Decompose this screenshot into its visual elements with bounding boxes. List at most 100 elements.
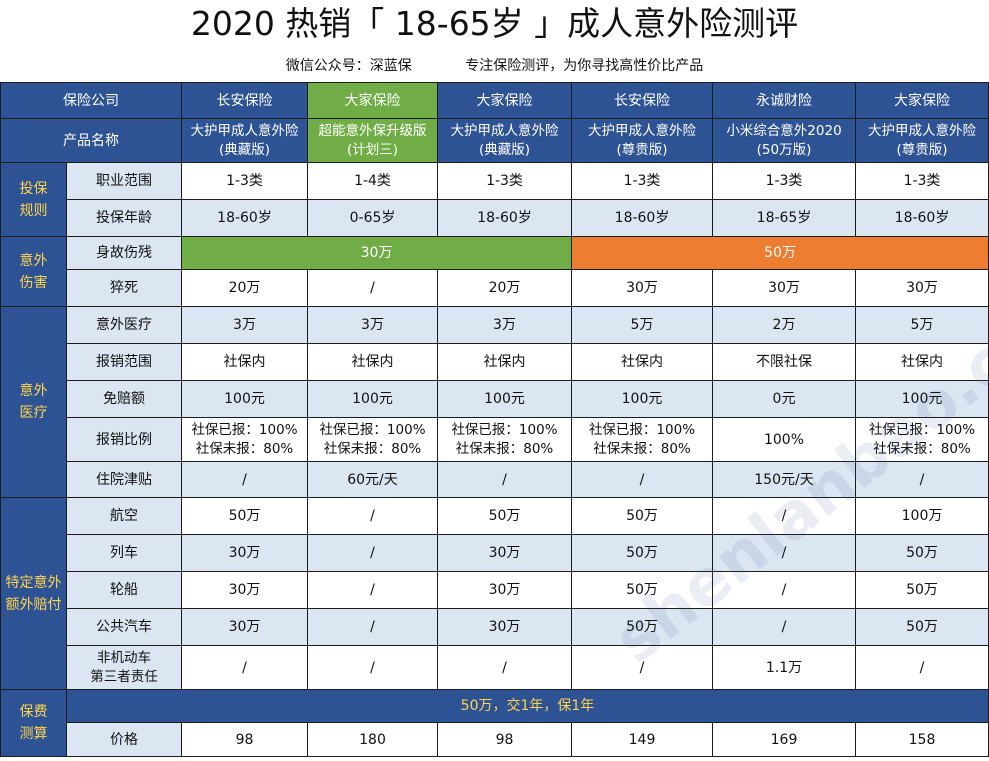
value-cell: 100元: [855, 380, 989, 418]
value-cell: 60元/天: [307, 461, 438, 498]
page-title: 2020 热销「 18-65岁 」成人意外险测评: [190, 4, 799, 43]
table-row: 意外 医疗 意外医疗 3万 3万 3万 5万 2万 5万: [0, 306, 989, 498]
value-cell: 5万: [571, 306, 713, 344]
table-row: 列车 30万 / 30万 50万 / 50万: [1, 534, 989, 572]
value-cell: 30万: [855, 269, 989, 307]
value-cell: 100元: [437, 380, 572, 418]
value-cell: 1-3类: [181, 162, 308, 200]
table-row: 价格 98 180 98 149 169 158: [1, 722, 989, 757]
value-cell: 100%: [712, 417, 856, 462]
row-label: 免赔额: [66, 380, 182, 418]
company-cell: 大家保险: [855, 82, 989, 119]
value-cell: /: [181, 645, 308, 690]
value-cell: 1-3类: [571, 162, 713, 200]
value-cell: /: [712, 534, 856, 572]
table-row: 投保年龄 18-60岁 0-65岁 18-60岁 18-60岁 18-65岁 1…: [1, 199, 989, 237]
comparison-table: 保险公司 长安保险 大家保险 大家保险 长安保险 永诚财险 大家保险 产品名称 …: [0, 82, 989, 757]
company-cell: 大家保险: [437, 82, 572, 119]
value-cell: 社保内: [571, 343, 713, 381]
product-cell: 大护甲成人意外险 (典藏版): [437, 118, 572, 163]
value-cell: 50万: [571, 571, 713, 609]
company-cell: 永诚财险: [712, 82, 856, 119]
death-benefit-group-b: 50万: [571, 236, 989, 270]
value-cell: 不限社保: [712, 343, 856, 381]
table-row: 非机动车 第三者责任 / / / / 1.1万 /: [1, 645, 989, 690]
table-row: 住院津贴 / 60元/天 / / 150元/天 /: [1, 461, 989, 498]
company-row: 保险公司 长安保险 大家保险 大家保险 长安保险 永诚财险 大家保险: [0, 82, 989, 119]
value-cell: 30万: [181, 608, 308, 646]
value-cell: 30万: [181, 571, 308, 609]
company-cell: 长安保险: [181, 82, 308, 119]
table-row: 保费 测算 50万，交1年，保1年: [0, 689, 989, 757]
value-cell: 5万: [855, 306, 989, 344]
value-cell: /: [307, 645, 438, 690]
value-cell: /: [181, 461, 308, 498]
row-label: 猝死: [66, 269, 182, 307]
premium-banner: 50万，交1年，保1年: [66, 689, 989, 723]
row-label: 报销范围: [66, 343, 182, 381]
row-label: 航空: [66, 497, 182, 535]
value-cell: 18-60岁: [855, 199, 989, 237]
category-medical: 意外 医疗: [0, 306, 67, 498]
table-row: 猝死 20万 / 20万 30万 30万 30万: [1, 269, 989, 307]
value-cell: 社保内: [181, 343, 308, 381]
value-cell: 50万: [437, 497, 572, 535]
table-row: 轮船 30万 / 30万 50万 / 50万: [1, 571, 989, 609]
value-cell: /: [307, 571, 438, 609]
category-injury: 意外 伤害: [0, 236, 67, 307]
value-cell: 社保内: [437, 343, 572, 381]
value-cell: /: [712, 571, 856, 609]
value-cell: 30万: [437, 571, 572, 609]
value-cell: 1-3类: [855, 162, 989, 200]
row-label: 公共汽车: [66, 608, 182, 646]
value-cell: 3万: [307, 306, 438, 344]
row-label: 意外医疗: [66, 306, 182, 344]
row-label: 身故伤残: [66, 236, 182, 270]
value-cell: 1.1万: [712, 645, 856, 690]
value-cell: /: [307, 608, 438, 646]
company-cell: 长安保险: [571, 82, 713, 119]
value-cell: /: [307, 269, 438, 307]
value-cell: /: [571, 645, 713, 690]
category-premium: 保费 测算: [0, 689, 67, 757]
value-cell: 50万: [855, 534, 989, 572]
table-row: 特定意外 额外赔付 航空 50万 / 50万 50万 / 100万: [0, 497, 989, 690]
table-row: 意外 伤害 身故伤残 30万 50万: [0, 236, 989, 307]
value-cell: 50万: [855, 571, 989, 609]
price-cell: 98: [181, 722, 308, 757]
product-row: 产品名称 大护甲成人意外险 (典藏版) 超能意外保升级版 (计划三) 大护甲成人意外…: [0, 118, 989, 163]
value-cell: /: [307, 497, 438, 535]
value-cell: 20万: [437, 269, 572, 307]
row-label: 价格: [66, 722, 182, 757]
product-cell: 大护甲成人意外险 (尊贵版): [571, 118, 713, 163]
value-cell: 18-60岁: [437, 199, 572, 237]
product-cell: 大护甲成人意外险 (典藏版): [181, 118, 308, 163]
product-cell: 大护甲成人意外险 (尊贵版): [855, 118, 989, 163]
table-row: 免赔额 100元 100元 100元 100元 0元 100元: [1, 380, 989, 418]
row-label: 住院津贴: [66, 461, 182, 498]
value-cell: 30万: [712, 269, 856, 307]
value-cell: 50万: [855, 608, 989, 646]
value-cell: 2万: [712, 306, 856, 344]
category-rules: 投保 规则: [0, 162, 67, 237]
product-header-label: 产品名称: [0, 118, 182, 163]
company-header-label: 保险公司: [0, 82, 182, 119]
value-cell: 1-3类: [437, 162, 572, 200]
value-cell: 100元: [307, 380, 438, 418]
value-cell: 社保内: [307, 343, 438, 381]
value-cell: 社保已报：100% 社保未报：80%: [307, 417, 438, 462]
product-cell: 小米综合意外2020 (50万版): [712, 118, 856, 163]
value-cell: 30万: [437, 608, 572, 646]
value-cell: 20万: [181, 269, 308, 307]
row-label: 轮船: [66, 571, 182, 609]
value-cell: /: [712, 497, 856, 535]
price-cell: 98: [437, 722, 572, 757]
value-cell: 18-60岁: [571, 199, 713, 237]
value-cell: /: [855, 461, 989, 498]
value-cell: 30万: [571, 269, 713, 307]
table-row: 公共汽车 30万 / 30万 50万 / 50万: [1, 608, 989, 646]
value-cell: 0-65岁: [307, 199, 438, 237]
value-cell: /: [712, 608, 856, 646]
price-cell: 149: [571, 722, 713, 757]
value-cell: 社保已报：100% 社保未报：80%: [437, 417, 572, 462]
